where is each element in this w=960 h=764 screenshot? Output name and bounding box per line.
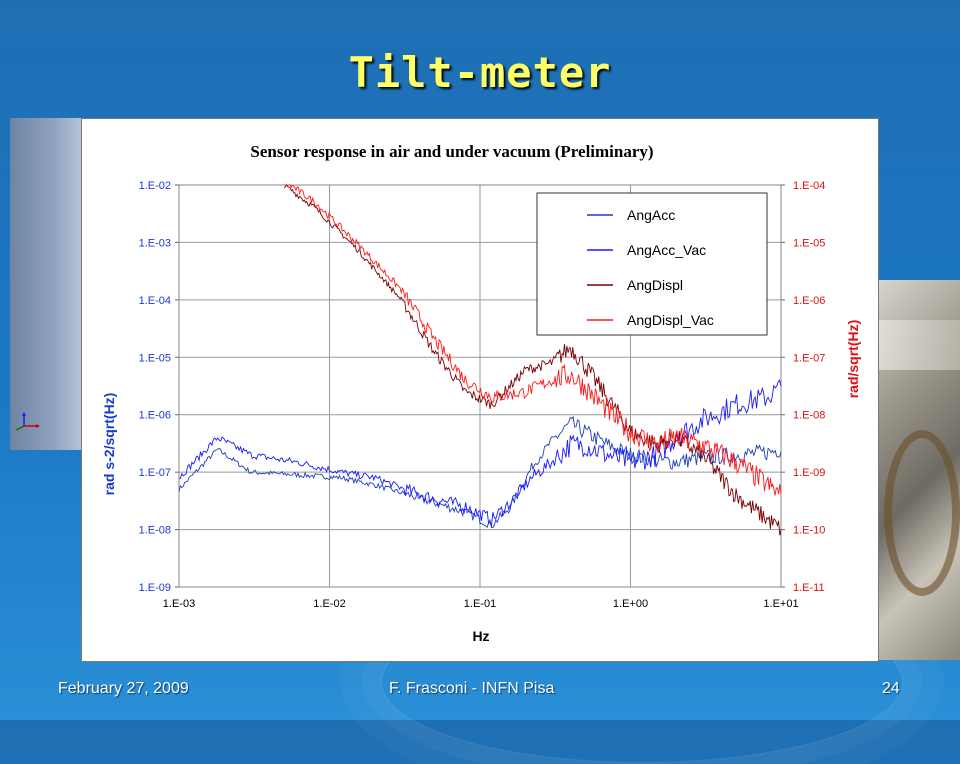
y-left-tick-label: 1.E-09 xyxy=(139,582,171,594)
chart-panel: Sensor response in air and under vacuum … xyxy=(81,118,879,662)
photo-plate xyxy=(876,320,960,370)
y-right-tick-label: 1.E-08 xyxy=(793,410,825,422)
x-tick-label: 1.E-02 xyxy=(313,598,345,610)
chart-legend: AngAcc AngAcc_Vac AngDispl AngDispl_Vac xyxy=(536,192,768,336)
footer-date: February 27, 2009 xyxy=(58,680,189,697)
legend-label: AngAcc xyxy=(627,207,675,223)
chart-ticks: 1.E-03 1.E-02 1.E-01 1.E+00 1.E+01 1.E-09 1.E-… xyxy=(139,180,826,610)
y-right-tick-label: 1.E-05 xyxy=(793,237,825,249)
series-line-angdispl-vac xyxy=(284,184,782,496)
series-line-angacc xyxy=(178,416,782,529)
legend-label: AngDispl xyxy=(627,277,683,293)
chart-plot-area xyxy=(178,184,782,536)
chart-svg: Sensor response in air and under vacuum … xyxy=(101,142,861,644)
photo-ring xyxy=(884,430,960,596)
footer-author: F. Frasconi - INFN Pisa xyxy=(389,680,555,697)
y-left-tick-label: 1.E-06 xyxy=(139,410,171,422)
left-photo xyxy=(10,118,82,450)
y-right-tick-label: 1.E-10 xyxy=(793,525,825,537)
series-line-angdispl xyxy=(283,184,782,536)
x-tick-label: 1.E-03 xyxy=(163,598,195,610)
x-tick-label: 1.E-01 xyxy=(464,598,496,610)
y-left-tick-label: 1.E-04 xyxy=(139,295,171,307)
y-left-tick-label: 1.E-03 xyxy=(139,237,171,249)
y-right-tick-label: 1.E-09 xyxy=(793,467,825,479)
chart-title: Sensor response in air and under vacuum … xyxy=(250,142,653,161)
y-left-tick-label: 1.E-07 xyxy=(139,467,171,479)
y-axis-label-right: rad/sqrt(Hz) xyxy=(845,320,861,399)
y-left-tick-label: 1.E-05 xyxy=(139,352,171,364)
right-photo xyxy=(876,280,960,660)
y-right-tick-label: 1.E-11 xyxy=(793,582,825,594)
xyz-axes-icon xyxy=(15,412,40,431)
legend-label: AngAcc_Vac xyxy=(627,242,706,258)
y-left-tick-label: 1.E-02 xyxy=(139,180,171,192)
slide-title: Tilt-meter xyxy=(348,48,612,97)
x-axis-label: Hz xyxy=(472,628,489,644)
x-tick-label: 1.E+01 xyxy=(763,598,798,610)
y-axis-label-left: rad s-2/sqrt(Hz) xyxy=(101,393,117,496)
page-number: 24 xyxy=(882,680,900,697)
y-right-tick-label: 1.E-07 xyxy=(793,352,825,364)
y-left-tick-label: 1.E-08 xyxy=(139,525,171,537)
legend-label: AngDispl_Vac xyxy=(627,312,714,328)
legend-box xyxy=(536,192,768,336)
x-tick-label: 1.E+00 xyxy=(613,598,648,610)
y-right-tick-label: 1.E-06 xyxy=(793,295,825,307)
y-right-tick-label: 1.E-04 xyxy=(793,180,825,192)
